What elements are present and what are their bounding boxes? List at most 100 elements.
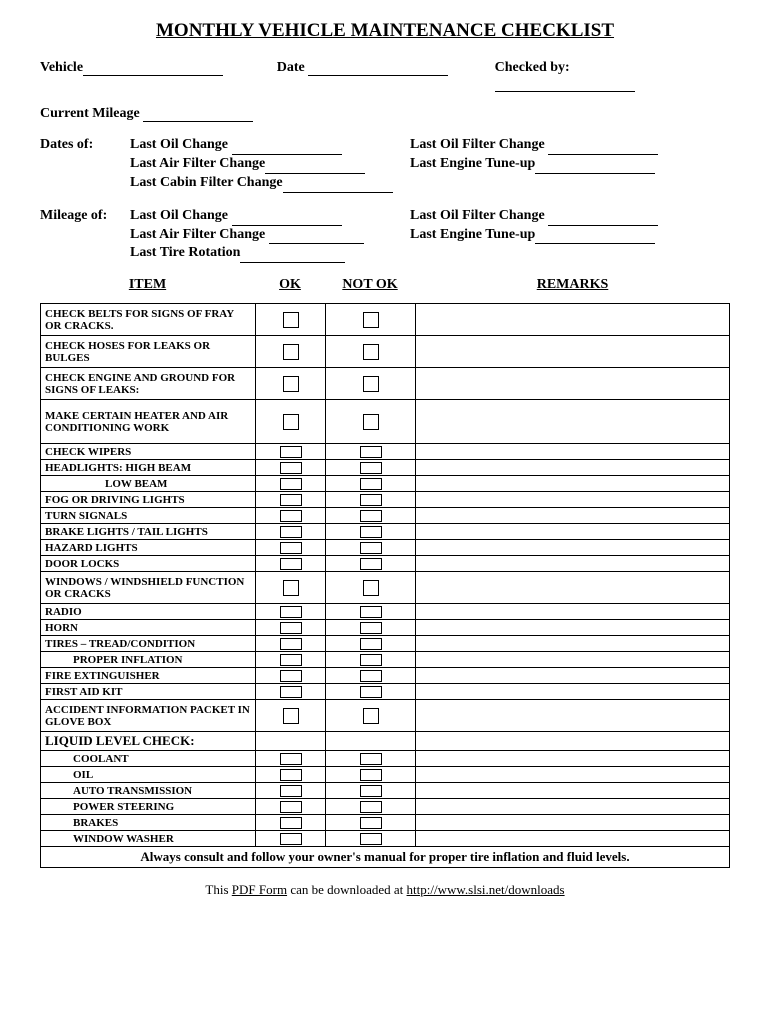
item-text: HORN [45,622,78,634]
remarks-cell[interactable] [416,684,730,700]
notok-checkbox[interactable] [360,785,382,797]
dates-last-oil-filter-blank[interactable] [548,141,658,155]
ok-checkbox[interactable] [283,580,299,596]
remarks-cell[interactable] [416,668,730,684]
remarks-cell[interactable] [416,831,730,847]
notok-checkbox[interactable] [360,753,382,765]
notok-checkbox[interactable] [360,462,382,474]
notok-checkbox[interactable] [360,833,382,845]
remarks-cell[interactable] [416,636,730,652]
current-mileage-blank[interactable] [143,108,253,122]
ok-checkbox[interactable] [280,558,302,570]
ok-checkbox[interactable] [280,801,302,813]
remarks-cell[interactable] [416,652,730,668]
ok-checkbox[interactable] [283,708,299,724]
notok-checkbox[interactable] [360,686,382,698]
notok-checkbox[interactable] [360,622,382,634]
remarks-cell[interactable] [416,751,730,767]
notok-checkbox[interactable] [363,580,379,596]
ok-checkbox[interactable] [283,414,299,430]
download-url[interactable]: http://www.slsi.net/downloads [407,882,565,897]
dates-last-cabin-filter-blank[interactable] [283,179,393,193]
ok-cell [256,815,326,831]
ok-checkbox[interactable] [283,312,299,328]
notok-checkbox[interactable] [360,558,382,570]
mileage-last-oil-change-blank[interactable] [232,212,342,226]
notok-checkbox[interactable] [360,817,382,829]
notok-checkbox[interactable] [360,801,382,813]
notok-checkbox[interactable] [360,638,382,650]
remarks-cell[interactable] [416,620,730,636]
current-mileage-row: Current Mileage [40,106,730,122]
mileage-last-oil-filter-blank[interactable] [548,212,658,226]
table-row: FIRE EXTINGUISHER [41,668,730,684]
ok-checkbox[interactable] [280,462,302,474]
remarks-cell[interactable] [416,336,730,368]
notok-checkbox[interactable] [360,769,382,781]
notok-checkbox[interactable] [363,376,379,392]
dates-last-oil-change-blank[interactable] [232,141,342,155]
ok-checkbox[interactable] [280,817,302,829]
remarks-cell[interactable] [416,815,730,831]
ok-checkbox[interactable] [280,769,302,781]
remarks-cell[interactable] [416,767,730,783]
remarks-cell[interactable] [416,304,730,336]
ok-checkbox[interactable] [283,344,299,360]
notok-checkbox[interactable] [360,606,382,618]
mileage-last-tire-rotation-blank[interactable] [240,249,345,263]
mileage-last-air-filter-blank[interactable] [269,230,364,244]
notok-checkbox[interactable] [360,494,382,506]
ok-checkbox[interactable] [280,753,302,765]
notok-checkbox[interactable] [363,414,379,430]
dates-last-engine-tuneup-blank[interactable] [535,160,655,174]
vehicle-blank[interactable] [83,62,223,76]
remarks-cell[interactable] [416,524,730,540]
ok-checkbox[interactable] [280,670,302,682]
checked-by-blank[interactable] [495,78,635,92]
mileage-last-engine-tuneup-blank[interactable] [535,230,655,244]
notok-checkbox[interactable] [360,526,382,538]
remarks-cell[interactable] [416,604,730,620]
notok-checkbox[interactable] [363,708,379,724]
remarks-cell[interactable] [416,508,730,524]
ok-checkbox[interactable] [280,654,302,666]
notok-checkbox[interactable] [360,510,382,522]
ok-checkbox[interactable] [280,510,302,522]
ok-checkbox[interactable] [280,478,302,490]
ok-checkbox[interactable] [280,785,302,797]
notok-checkbox[interactable] [360,542,382,554]
remarks-cell[interactable] [416,540,730,556]
ok-checkbox[interactable] [280,686,302,698]
dates-last-air-filter-blank[interactable] [265,160,365,174]
ok-checkbox[interactable] [280,526,302,538]
date-blank[interactable] [308,62,448,76]
remarks-cell[interactable] [416,556,730,572]
ok-checkbox[interactable] [280,833,302,845]
notok-checkbox[interactable] [360,478,382,490]
ok-checkbox[interactable] [280,606,302,618]
ok-checkbox[interactable] [283,376,299,392]
remarks-cell[interactable] [416,572,730,604]
ok-checkbox[interactable] [280,622,302,634]
remarks-cell[interactable] [416,732,730,751]
remarks-cell[interactable] [416,460,730,476]
notok-checkbox[interactable] [360,670,382,682]
ok-checkbox[interactable] [280,446,302,458]
remarks-cell[interactable] [416,799,730,815]
remarks-cell[interactable] [416,492,730,508]
ok-checkbox[interactable] [280,542,302,554]
notok-checkbox[interactable] [363,344,379,360]
notok-checkbox[interactable] [360,446,382,458]
remarks-cell[interactable] [416,700,730,732]
remarks-cell[interactable] [416,476,730,492]
notok-checkbox[interactable] [360,654,382,666]
ok-checkbox[interactable] [280,494,302,506]
remarks-cell[interactable] [416,783,730,799]
table-row: AUTO TRANSMISSION [41,783,730,799]
remarks-cell[interactable] [416,444,730,460]
remarks-cell[interactable] [416,400,730,444]
notok-checkbox[interactable] [363,312,379,328]
remarks-cell[interactable] [416,368,730,400]
ok-checkbox[interactable] [280,638,302,650]
pdf-form-link[interactable]: PDF Form [232,882,287,897]
